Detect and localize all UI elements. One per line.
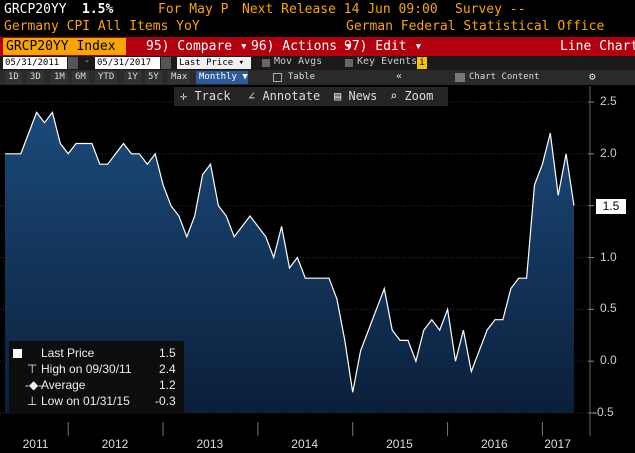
y-tick-label: 0.0 [600,353,617,368]
date-separator: - [84,56,91,67]
chart-content-button[interactable]: Chart Content [469,72,540,82]
y-tick-label: 2.0 [600,145,617,160]
x-tick-label: 2015 [386,437,413,451]
frequency-select[interactable]: Monthly ▼ [196,71,248,84]
crosshair-icon: ✛ [180,89,195,103]
start-date-input[interactable]: 05/31/2011 [3,57,67,69]
edit-label: 97) Edit [344,39,407,54]
x-tick-label: 2014 [291,437,318,451]
field-select-value: Last Price [179,58,234,68]
y-tick-label: 1.0 [600,249,617,264]
legend-high-label: High on 09/30/11 [41,362,132,376]
current-value: 1.5% [82,2,114,17]
average-marker-icon: -◆- [25,378,43,392]
legend-last-value: 1.5 [159,346,176,360]
price-area [5,112,574,414]
x-tick-label: 2017 [544,437,571,451]
magnifier-icon: ⌕ [390,89,405,103]
function-toolbar [0,37,635,56]
news-icon: ▤ [334,89,349,103]
x-tick-label: 2011 [22,437,49,451]
track-tool[interactable]: ✛ Track [180,87,231,106]
chevron-down-icon: ▾ [233,58,245,68]
period-6m-button[interactable]: 6M [72,71,89,84]
x-tick-label: 2012 [101,437,129,451]
period-1m-button[interactable]: 1M [51,71,68,84]
chart-type-label[interactable]: Line Chart [560,39,635,54]
track-label: Track [194,89,231,103]
gear-icon[interactable]: ⚙ [589,70,596,83]
collapse-icon[interactable]: « [396,71,403,82]
chart-tools: ✛ Track ∠ Annotate ▤ News ⌕ Zoom [174,87,448,106]
security-input[interactable]: GRCP20YY Index [3,38,126,55]
period-1d-button[interactable]: 1D [5,71,22,84]
key-events-label: Key Events [357,56,418,67]
high-marker-icon: ⊤ [27,362,38,376]
chevron-down-icon: ▾ [406,39,423,54]
square-icon [13,349,22,358]
security-title: Germany CPI All Items YoY [4,19,200,34]
zoom-label: Zoom [404,89,434,103]
y-tick-label: 2.5 [600,94,617,108]
price-line [5,111,575,393]
pencil-icon: ∠ [248,89,263,103]
legend-high: ⊤ High on 09/30/11 2.4 [9,362,184,377]
legend-avg-value: 1.2 [159,378,176,392]
legend-high-value: 2.4 [159,362,176,376]
ticker-label: GRCP20YY [4,2,67,17]
period-max-button[interactable]: Max [168,71,191,84]
compare-menu[interactable]: 95) Compare ▾ [146,38,248,55]
mov-avgs-label: Mov Avgs [274,56,323,67]
legend-avg-label: Average [41,378,86,392]
y-tick-label: -0.5 [593,405,614,419]
chevron-down-icon: ▾ [337,39,353,54]
source-label: German Federal Statistical Office [346,19,605,34]
news-label: News [348,89,378,103]
period-3d-button[interactable]: 3D [27,71,44,84]
frequency-value: Monthly [199,72,237,82]
annotate-tool[interactable]: ∠ Annotate [248,87,320,106]
x-tick-label: 2013 [196,437,224,451]
calendar-icon[interactable] [68,57,78,69]
next-release: Next Release 14 Jun 09:00 [242,2,438,17]
key-events-checkbox[interactable] [345,59,353,67]
table-button[interactable]: Table [288,72,316,82]
edit-menu[interactable]: 97) Edit ▾ [344,38,422,55]
legend-low-value: -0.3 [155,394,176,408]
mov-avgs-checkbox[interactable] [262,59,270,67]
field-select[interactable]: Last Price ▾ [177,57,251,69]
annotate-label: Annotate [262,89,321,103]
period-5y-button[interactable]: 5Y [145,71,162,84]
chevron-down-icon: ▾ [232,39,248,54]
legend-low-label: Low on 01/31/15 [41,394,130,408]
legend-low: ⊥ Low on 01/31/15 -0.3 [9,394,184,409]
chevron-down-icon: ▼ [236,72,248,82]
last-price-tag: 1.5 [596,199,626,214]
legend-last-label: Last Price [41,346,95,360]
legend-last: Last Price 1.5 [9,346,184,361]
survey-label: Survey -- [455,2,526,17]
period-ytd-button[interactable]: YTD [95,71,118,84]
actions-label: 96) Actions [251,39,338,54]
chart-content-icon [455,73,465,82]
legend-box: Last Price 1.5 ⊤ High on 09/30/11 2.4 -◆… [9,341,184,414]
news-tool[interactable]: ▤ News [334,87,377,106]
low-marker-icon: ⊥ [27,394,38,408]
info-icon[interactable]: i [417,57,427,69]
release-period: For May P [158,2,229,17]
end-date-input[interactable]: 05/31/2017 [95,57,160,69]
zoom-tool[interactable]: ⌕ Zoom [390,87,433,106]
actions-menu[interactable]: 96) Actions ▾ [251,38,353,55]
y-tick-label: 0.5 [600,301,617,316]
x-tick-label: 2016 [480,437,508,451]
compare-label: 95) Compare [146,39,233,54]
legend-average: -◆- Average 1.2 [9,378,184,393]
period-1y-button[interactable]: 1Y [124,71,141,84]
table-icon[interactable] [273,73,282,82]
calendar-icon[interactable] [161,57,171,69]
